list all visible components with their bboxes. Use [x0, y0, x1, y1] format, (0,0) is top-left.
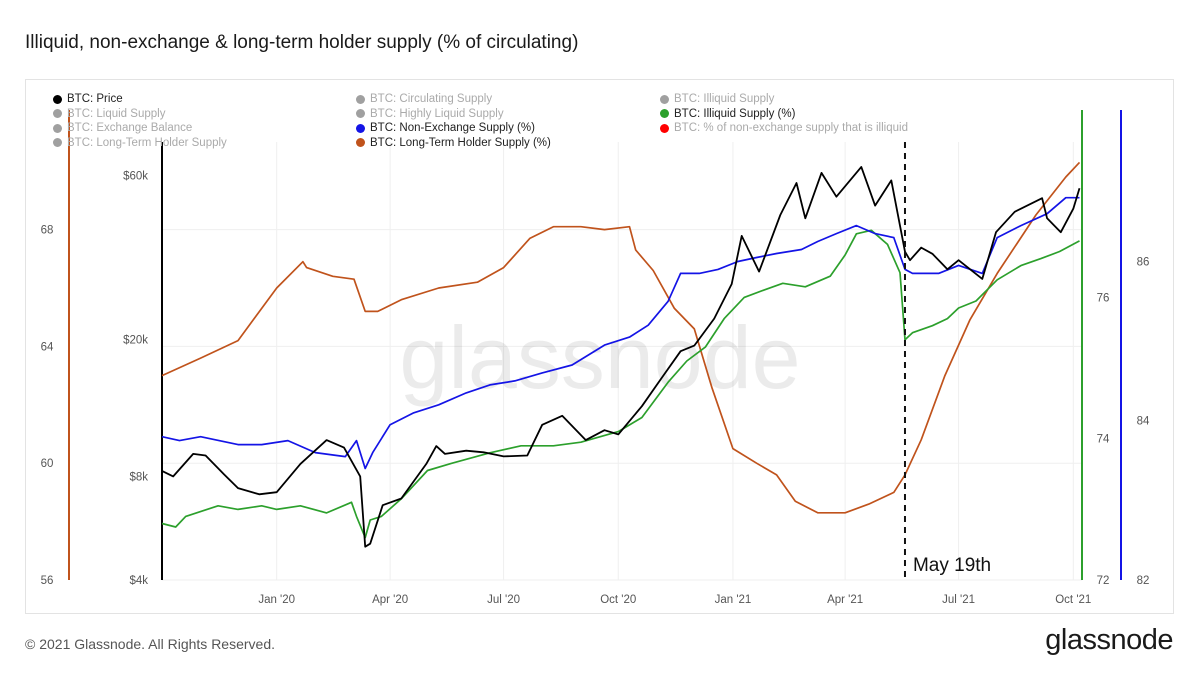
nonex-tick-label: 86: [1137, 256, 1150, 268]
legend-dot-icon: [660, 123, 669, 133]
x-tick-label: Apr '20: [372, 594, 408, 606]
legend-label: BTC: Non-Exchange Supply (%): [370, 122, 535, 134]
lth-tick-label: 60: [41, 458, 54, 470]
x-tick-label: Jan '20: [258, 594, 295, 606]
watermark: glassnode: [399, 308, 800, 407]
lth-tick-label: 68: [41, 225, 54, 237]
legend-item[interactable]: BTC: Highly Liquid Supply: [356, 108, 504, 120]
legend-item[interactable]: BTC: Non-Exchange Supply (%): [356, 122, 535, 134]
legend-label: BTC: Circulating Supply: [370, 93, 493, 105]
legend-item[interactable]: BTC: Long-Term Holder Supply (%): [356, 137, 551, 149]
legend-dot-icon: [53, 123, 62, 133]
legend-item[interactable]: BTC: Exchange Balance: [53, 122, 192, 134]
price-tick-label: $4k: [129, 575, 148, 587]
legend-label: BTC: Highly Liquid Supply: [370, 107, 504, 120]
annotation-label: May 19th: [913, 555, 991, 576]
illiquid-tick-label: 74: [1097, 434, 1110, 446]
nonex-tick-label: 84: [1137, 416, 1150, 428]
lth-tick-label: 56: [41, 575, 54, 587]
legend-dot-icon: [356, 94, 365, 104]
legend-dot-icon: [356, 123, 365, 133]
series-line-nonex-pct: [161, 196, 1080, 470]
x-tick-label: Jul '21: [942, 594, 975, 606]
legend-item[interactable]: BTC: Long-Term Holder Supply: [53, 137, 227, 149]
legend-item[interactable]: BTC: % of non-exchange supply that is il…: [660, 122, 908, 134]
footer-copyright: © 2021 Glassnode. All Rights Reserved.: [25, 636, 276, 652]
x-tick-label: Jul '20: [487, 594, 520, 606]
series-line-illiquid-pct: [161, 229, 1080, 539]
lth-tick-label: 64: [41, 341, 54, 353]
chart-panel: [25, 79, 1174, 614]
price-tick-label: $8k: [129, 471, 148, 483]
x-tick-label: Jan '21: [715, 594, 752, 606]
legend-label: BTC: Liquid Supply: [67, 107, 166, 120]
illiquid-tick-label: 76: [1097, 292, 1110, 304]
grid-lines: [162, 142, 1082, 581]
legend-label: BTC: Long-Term Holder Supply: [67, 136, 227, 149]
legend-dot-icon: [356, 138, 365, 147]
legend-dot-icon: [660, 94, 669, 104]
legend-label: BTC: Illiquid Supply: [674, 93, 775, 105]
axes: Jan '20 Apr '20 Jul '20 Oct '20 Jan '21 Apr '…: [41, 110, 1150, 606]
x-tick-label: Oct '20: [600, 594, 636, 606]
x-tick-label: Oct '21: [1055, 594, 1091, 606]
legend-label: BTC: Long-Term Holder Supply (%): [370, 136, 551, 149]
legend-label: BTC: Exchange Balance: [67, 122, 193, 134]
nonex-tick-label: 82: [1137, 575, 1150, 587]
annotation: May 19th: [903, 142, 991, 580]
footer-brand-logo: glassnode: [1045, 624, 1173, 656]
price-tick-label: $60k: [123, 170, 148, 182]
legend-dot-icon: [660, 109, 669, 118]
page-title: Illiquid, non-exchange & long-term holde…: [25, 32, 579, 53]
legend-item[interactable]: BTC: Illiquid Supply: [660, 93, 774, 105]
illiquid-tick-label: 72: [1097, 575, 1110, 587]
legend-dot-icon: [356, 109, 365, 118]
legend-label: BTC: % of non-exchange supply that is il…: [674, 122, 908, 134]
legend-item[interactable]: BTC: Illiquid Supply (%): [660, 108, 795, 120]
legend-dot-icon: [53, 109, 62, 118]
series-line-lth-pct: [161, 161, 1081, 514]
price-tick-label: $20k: [123, 335, 148, 347]
legend-dot-icon: [53, 138, 62, 147]
legend-dot-icon: [53, 94, 62, 104]
legend-label: BTC: Illiquid Supply (%): [674, 107, 796, 120]
legend-item[interactable]: BTC: Circulating Supply: [356, 93, 492, 105]
legend-item[interactable]: BTC: Liquid Supply: [53, 108, 165, 120]
series-layer: [161, 161, 1081, 548]
x-tick-label: Apr '21: [827, 594, 863, 606]
legend-label: BTC: Price: [67, 93, 123, 105]
legend-item[interactable]: BTC: Price: [53, 93, 123, 105]
series-line-price: [161, 165, 1081, 548]
